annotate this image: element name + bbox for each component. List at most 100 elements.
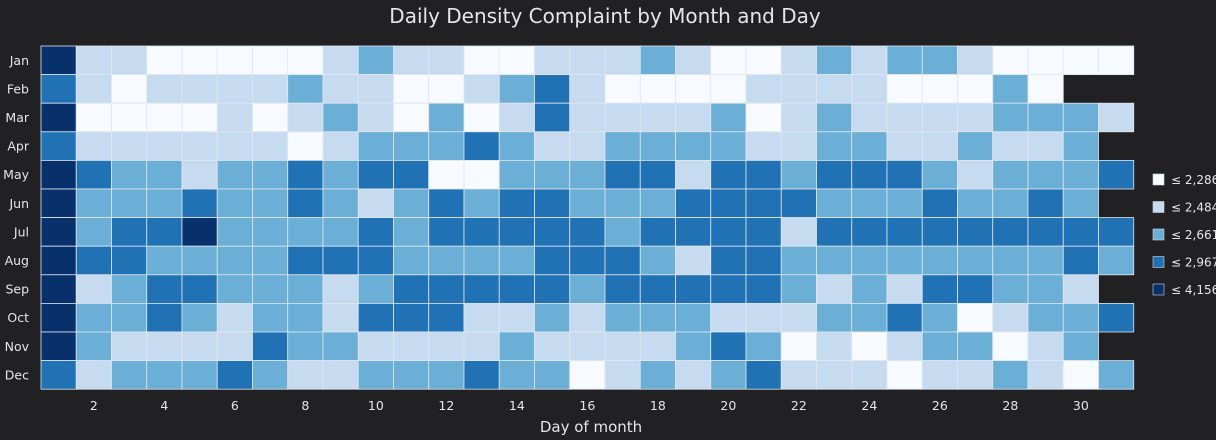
heatmap-cell	[40, 274, 77, 304]
heatmap-cell	[357, 245, 394, 276]
heatmap-cell	[745, 74, 782, 104]
heatmap-cell	[851, 360, 888, 390]
heatmap-cell	[992, 274, 1029, 304]
heatmap-cell	[181, 360, 218, 390]
y-tick-label: Nov	[5, 339, 30, 354]
heatmap-cell	[780, 360, 817, 390]
heatmap-cell	[75, 159, 112, 190]
heatmap-cell	[639, 45, 676, 76]
heatmap-cell	[957, 45, 994, 76]
legend-swatch	[1152, 283, 1165, 296]
heatmap-cell	[886, 74, 923, 104]
heatmap-cell	[216, 331, 253, 362]
legend-swatch	[1152, 201, 1165, 213]
heatmap-cell	[851, 74, 888, 104]
heatmap-cell	[992, 131, 1029, 161]
heatmap-cell	[534, 74, 571, 104]
heatmap-cell	[569, 188, 606, 219]
heatmap-cell	[569, 331, 606, 362]
x-tick-label: 12	[438, 398, 454, 413]
heatmap-cell	[604, 188, 641, 219]
heatmap-cell	[604, 74, 641, 104]
heatmap-cell	[393, 159, 430, 190]
heatmap-cell	[75, 131, 112, 161]
heatmap-cell	[569, 45, 606, 76]
x-tick-label: 4	[160, 398, 168, 413]
heatmap-cell	[675, 274, 712, 304]
heatmap-cell	[745, 188, 782, 219]
heatmap-cell	[498, 188, 535, 219]
heatmap-cell	[710, 360, 747, 390]
heatmap-cell	[252, 45, 289, 76]
heatmap-cell	[75, 102, 112, 133]
heatmap-cell	[463, 217, 500, 247]
heatmap-cell	[146, 302, 183, 333]
heatmap-cell	[393, 274, 430, 304]
heatmap-cell	[75, 45, 112, 76]
heatmap-cell	[287, 331, 324, 362]
y-tick-label: Dec	[5, 367, 29, 382]
heatmap-cell	[675, 217, 712, 247]
legend-label: ≤ 2,286	[1171, 173, 1216, 187]
heatmap-cell	[992, 102, 1029, 133]
heatmap-cell	[604, 131, 641, 161]
heatmap-cell	[252, 217, 289, 247]
heatmap-cell	[921, 302, 958, 333]
x-tick-label: 6	[231, 398, 239, 413]
heatmap-cell	[216, 188, 253, 219]
heatmap-cell	[992, 302, 1029, 333]
heatmap-cell	[1062, 360, 1099, 390]
heatmap-cell	[534, 217, 571, 247]
heatmap-cell	[357, 331, 394, 362]
heatmap-cell	[921, 131, 958, 161]
heatmap-cell	[710, 159, 747, 190]
heatmap-cell	[639, 360, 676, 390]
heatmap-cell	[780, 217, 817, 247]
heatmap-cell	[393, 45, 430, 76]
heatmap-cell	[181, 102, 218, 133]
heatmap-cell	[780, 274, 817, 304]
y-tick-label: Oct	[7, 310, 29, 325]
heatmap-cell	[181, 45, 218, 76]
heatmap-cell	[498, 274, 535, 304]
heatmap-cell	[357, 274, 394, 304]
y-tick-label: Sep	[5, 282, 29, 297]
heatmap-cell	[322, 360, 359, 390]
heatmap-cell	[463, 274, 500, 304]
heatmap-cell	[252, 74, 289, 104]
y-tick-label: Aug	[5, 253, 29, 268]
heatmap-cell	[604, 360, 641, 390]
heatmap-cell	[745, 102, 782, 133]
heatmap-cell	[639, 159, 676, 190]
heatmap-cell	[40, 217, 77, 247]
heatmap-cell	[816, 360, 853, 390]
heatmap-cell	[921, 159, 958, 190]
heatmap-cell	[745, 131, 782, 161]
heatmap-cell	[851, 245, 888, 276]
heatmap-cell	[604, 159, 641, 190]
heatmap-cell	[851, 217, 888, 247]
heatmap-cell	[252, 274, 289, 304]
heatmap-cell	[428, 360, 465, 390]
heatmap-cell	[816, 302, 853, 333]
heatmap-cell	[428, 331, 465, 362]
heatmap-cell	[146, 360, 183, 390]
heatmap-cell	[675, 302, 712, 333]
heatmap-cell	[1027, 217, 1064, 247]
heatmap-cell	[146, 274, 183, 304]
heatmap-cell	[40, 245, 77, 276]
heatmap-cell	[111, 302, 148, 333]
heatmap-cell	[675, 245, 712, 276]
heatmap-cell	[322, 302, 359, 333]
heatmap-cell	[146, 131, 183, 161]
heatmap-cell	[181, 274, 218, 304]
heatmap-cell	[745, 217, 782, 247]
heatmap-cell	[111, 74, 148, 104]
heatmap-cell	[111, 102, 148, 133]
heatmap-cell	[534, 274, 571, 304]
heatmap-cell	[181, 331, 218, 362]
heatmap-cell	[181, 188, 218, 219]
heatmap-cell	[780, 45, 817, 76]
heatmap-cell	[1062, 102, 1099, 133]
heatmap-cell	[428, 188, 465, 219]
